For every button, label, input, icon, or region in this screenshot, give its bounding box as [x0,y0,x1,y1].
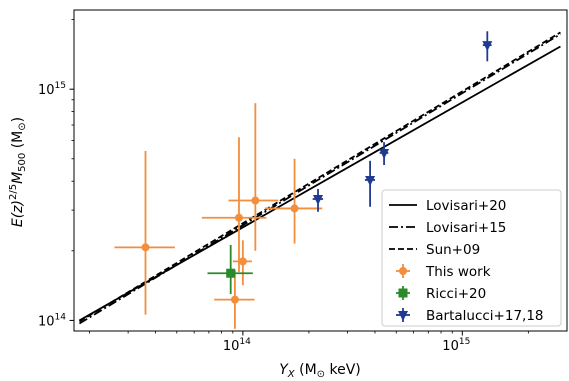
point-2-3 [482,41,493,52]
legend-label-0: Lovisari+20 [426,198,506,214]
legend-label-1: Lovisari+15 [426,220,506,236]
point-0-2 [234,213,243,222]
y-tick-base-1: 10 [38,83,55,98]
point-0-5 [290,204,299,213]
legend-box [381,189,562,327]
relation-line-2 [78,31,561,323]
point-0-1 [230,295,239,304]
legend-entry-4: Ricci+20 [396,286,486,302]
legend-entry-1: Lovisari+15 [389,220,506,236]
y-tick-label-1: 1015 [38,81,66,98]
x-tick-base-0: 10 [223,339,240,354]
series-1 [207,244,253,295]
legend-entry-3: This work [396,264,491,280]
series-0 [114,103,323,329]
legend-label-2: Sun+09 [426,242,480,258]
y-tick-exp-0: 14 [55,312,67,322]
y-tick-label-0: 1014 [38,312,66,329]
legend-entry-2: Sun+09 [389,242,480,258]
point-2-2 [379,148,390,159]
point-0-4 [251,196,260,205]
x-axis-label: YX (M⊙ keV) [279,362,361,380]
plot-frame [73,9,568,332]
legend-label-5: Bartalucci+17,18 [426,308,544,324]
plot-area [78,31,561,329]
legend-entry-0: Lovisari+20 [389,198,506,214]
series-2 [312,31,493,212]
legend-marker-3 [399,267,407,275]
legend-marker-5 [398,311,408,321]
y-tick-base-0: 10 [38,314,55,329]
y-axis-label: E(z)2/5M500 (M⊙) [8,117,28,227]
x-tick-label-1: 1015 [442,337,470,354]
x-tick-label-0: 1014 [223,337,251,354]
point-0-3 [238,257,247,266]
relation-line-1 [78,33,561,325]
point-0-0 [141,243,150,252]
x-tick-exp-1: 15 [459,337,470,347]
y-tick-exp-1: 15 [55,81,66,91]
point-2-0 [313,195,324,206]
legend-marker-4 [398,288,408,298]
legend-label-3: This work [425,264,491,280]
x-tick-exp-0: 14 [239,337,251,347]
legend-entry-5: Bartalucci+17,18 [396,308,544,324]
legend-label-4: Ricci+20 [426,286,486,302]
x-tick-base-1: 10 [442,339,459,354]
legend: Lovisari+20 Lovisari+15 Sun+09 This work Ric… [381,189,562,327]
plot-content [78,31,561,329]
point-1-0 [226,268,236,278]
point-2-1 [365,175,376,186]
